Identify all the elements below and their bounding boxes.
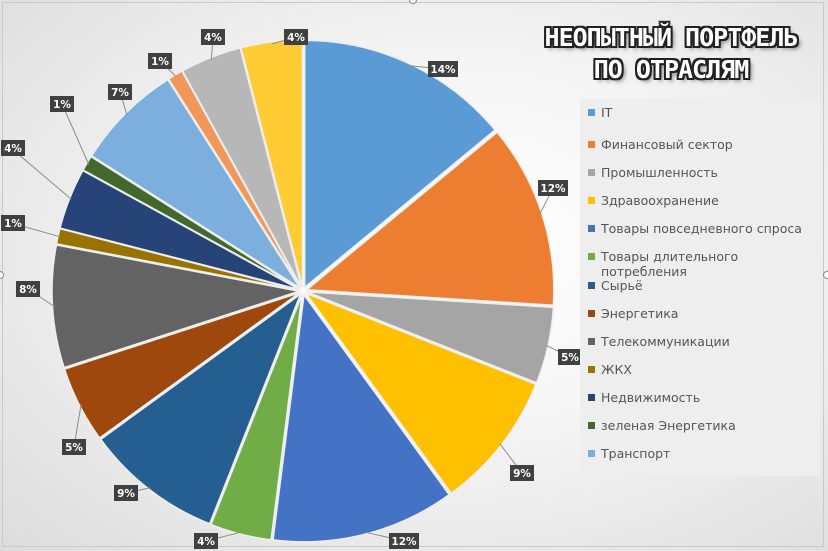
legend-swatch-materials [588, 282, 595, 289]
data-label-box-real-estate [1, 140, 25, 156]
data-label-box-extra-c [284, 29, 308, 45]
pie-slice-consumer-staples [272, 292, 451, 543]
pie-slice-telecom [51, 244, 300, 369]
legend-swatch-finance [588, 141, 595, 148]
legend-swatch-transport [588, 450, 595, 457]
pie-slice-it [303, 39, 497, 289]
data-label-finance: 12% [540, 183, 566, 195]
leader-line-real-estate [10, 147, 72, 200]
data-label-telecom: 8% [19, 284, 37, 296]
legend-label-transport: Транспорт [601, 446, 671, 461]
data-label-extra-b: 4% [204, 32, 222, 44]
legend-swatch-real-estate [588, 394, 595, 401]
data-label-healthcare: 9% [513, 468, 531, 480]
data-label-box-industry [558, 349, 582, 365]
legend-label-healthcare: Здравоохранение [601, 193, 719, 208]
data-label-box-extra-a [148, 53, 172, 69]
data-label-extra-c: 4% [287, 32, 305, 44]
data-label-it: 14% [430, 64, 456, 76]
data-label-box-it [428, 61, 458, 77]
legend-swatch-utilities [588, 366, 595, 373]
legend-label-utilities: ЖКХ [601, 362, 632, 377]
data-label-box-healthcare [510, 465, 534, 481]
data-label-box-extra-b [201, 29, 225, 45]
data-label-industry: 5% [561, 352, 579, 364]
pie-slice-finance [304, 131, 555, 307]
data-label-consumer-durables: 4% [197, 536, 215, 548]
legend-swatch-healthcare [588, 197, 595, 204]
legend-label-energy: Энергетика [601, 306, 679, 321]
pie-slice-materials [99, 292, 303, 525]
pie-slice-consumer-durables [210, 294, 303, 541]
resize-handle-right[interactable] [823, 271, 828, 279]
data-label-box-finance [538, 180, 568, 196]
chart-title: НЕОПЫТНЫЙ ПОРТФЕЛЬ ПО ОТРАСЛЯМ [528, 22, 814, 86]
data-label-extra-a: 1% [151, 56, 169, 68]
data-label-box-green-energy [50, 96, 74, 112]
legend-label-green-energy: зеленая Энергетика [601, 418, 736, 433]
legend-label-finance: Финансовый сектор [601, 137, 733, 152]
legend-label-consumer-durables: Товары длительного потребления [601, 249, 739, 279]
chart-title-line-1: НЕОПЫТНЫЙ ПОРТФЕЛЬ [544, 23, 799, 52]
legend-swatch-green-energy [588, 422, 595, 429]
data-label-box-consumer-durables [194, 533, 218, 549]
legend-label-telecom: Телекоммуникации [601, 334, 730, 349]
legend-swatch-consumer-staples [588, 225, 595, 232]
legend-label-materials: Сырьё [601, 278, 643, 293]
legend-label-it: IT [601, 105, 613, 120]
pie-slice-extra-b [181, 47, 303, 288]
data-label-energy: 5% [65, 442, 83, 454]
data-label-green-energy: 1% [53, 99, 71, 111]
chart-title-line-2: ПО ОТРАСЛЯМ [593, 55, 750, 84]
data-label-consumer-staples: 12% [391, 536, 417, 548]
legend-label-consumer-staples: Товары повседневного спроса [601, 221, 802, 236]
data-label-box-transport [108, 84, 132, 100]
data-label-utilities: 1% [4, 218, 22, 230]
data-label-transport: 7% [111, 87, 129, 99]
legend-swatch-industry [588, 169, 595, 176]
data-label-box-utilities [1, 215, 25, 231]
legend-swatch-it [588, 109, 595, 116]
pie-slice-green-energy [82, 155, 300, 290]
legend-swatch-telecom [588, 338, 595, 345]
data-label-real-estate: 4% [4, 143, 22, 155]
leader-line-green-energy [61, 103, 90, 165]
data-label-box-telecom [16, 281, 40, 297]
legend-swatch-consumer-durables [588, 253, 595, 260]
data-label-box-consumer-staples [389, 533, 419, 549]
chart-legend: IT Финансовый сектор Промышленность Здравоо… [580, 98, 820, 476]
data-label-materials: 9% [117, 488, 135, 500]
legend-swatch-energy [588, 310, 595, 317]
pie-slice-energy [63, 292, 300, 440]
data-label-box-materials [114, 485, 138, 501]
data-label-box-energy [62, 439, 86, 455]
legend-label-real-estate: Недвижимость [601, 390, 701, 405]
pie-slice-transport [90, 78, 301, 289]
legend-label-industry: Промышленность [601, 165, 718, 180]
